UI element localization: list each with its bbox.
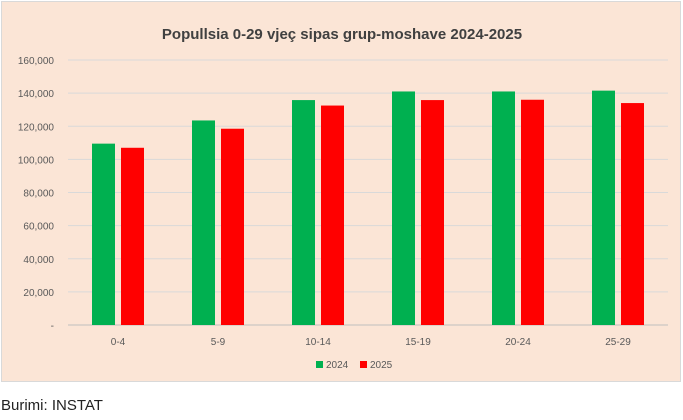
y-tick-label: 60,000 — [23, 222, 54, 233]
y-tick-label: 100,000 — [18, 155, 55, 166]
bar-2024-25-29 — [592, 90, 615, 325]
bar-2024-0-4 — [92, 143, 115, 325]
y-axis-ticks: - 20,000 40,000 60,000 80,000 100,000 120,000 1… — [18, 56, 55, 332]
bar-2024-15-19 — [392, 91, 415, 325]
y-tick-label: 120,000 — [18, 122, 55, 133]
legend-swatch-2024 — [316, 361, 323, 368]
legend: 2024 2025 — [316, 360, 393, 371]
bar-2024-20-24 — [492, 91, 515, 325]
y-tick-label: 80,000 — [23, 189, 54, 200]
x-tick-label: 0-4 — [111, 337, 126, 348]
y-tick-label: - — [51, 321, 54, 332]
bar-2025-5-9 — [221, 128, 244, 325]
bar-2025-15-19 — [421, 100, 444, 325]
chart-title: Popullsia 0-29 vjeç sipas grup-moshave 2… — [162, 26, 522, 43]
bar-2024-10-14 — [292, 100, 315, 325]
legend-label-2025: 2025 — [370, 360, 393, 371]
source-note: Burimi: INSTAT — [1, 397, 103, 414]
x-tick-label: 10-14 — [305, 337, 331, 348]
bars — [92, 90, 644, 325]
gridlines — [68, 59, 668, 326]
bar-2025-10-14 — [321, 105, 344, 325]
y-tick-label: 160,000 — [18, 56, 55, 67]
y-tick-label: 40,000 — [23, 255, 54, 266]
x-tick-label: 20-24 — [505, 337, 531, 348]
x-axis-ticks: 0-4 5-9 10-14 15-19 20-24 25-29 — [111, 337, 631, 348]
bar-chart: Popullsia 0-29 vjeç sipas grup-moshave 2… — [18, 26, 668, 371]
chart-frame: Popullsia 0-29 vjeç sipas grup-moshave 2… — [1, 1, 681, 382]
bar-2025-20-24 — [521, 99, 544, 325]
bar-2025-0-4 — [121, 147, 144, 325]
x-tick-label: 15-19 — [405, 337, 431, 348]
x-tick-label: 25-29 — [605, 337, 631, 348]
legend-swatch-2025 — [360, 361, 367, 368]
bar-2024-5-9 — [192, 120, 215, 325]
x-tick-label: 5-9 — [211, 337, 226, 348]
legend-label-2024: 2024 — [326, 360, 349, 371]
y-tick-label: 140,000 — [18, 89, 55, 100]
y-tick-label: 20,000 — [23, 288, 54, 299]
bar-2025-25-29 — [621, 103, 644, 325]
